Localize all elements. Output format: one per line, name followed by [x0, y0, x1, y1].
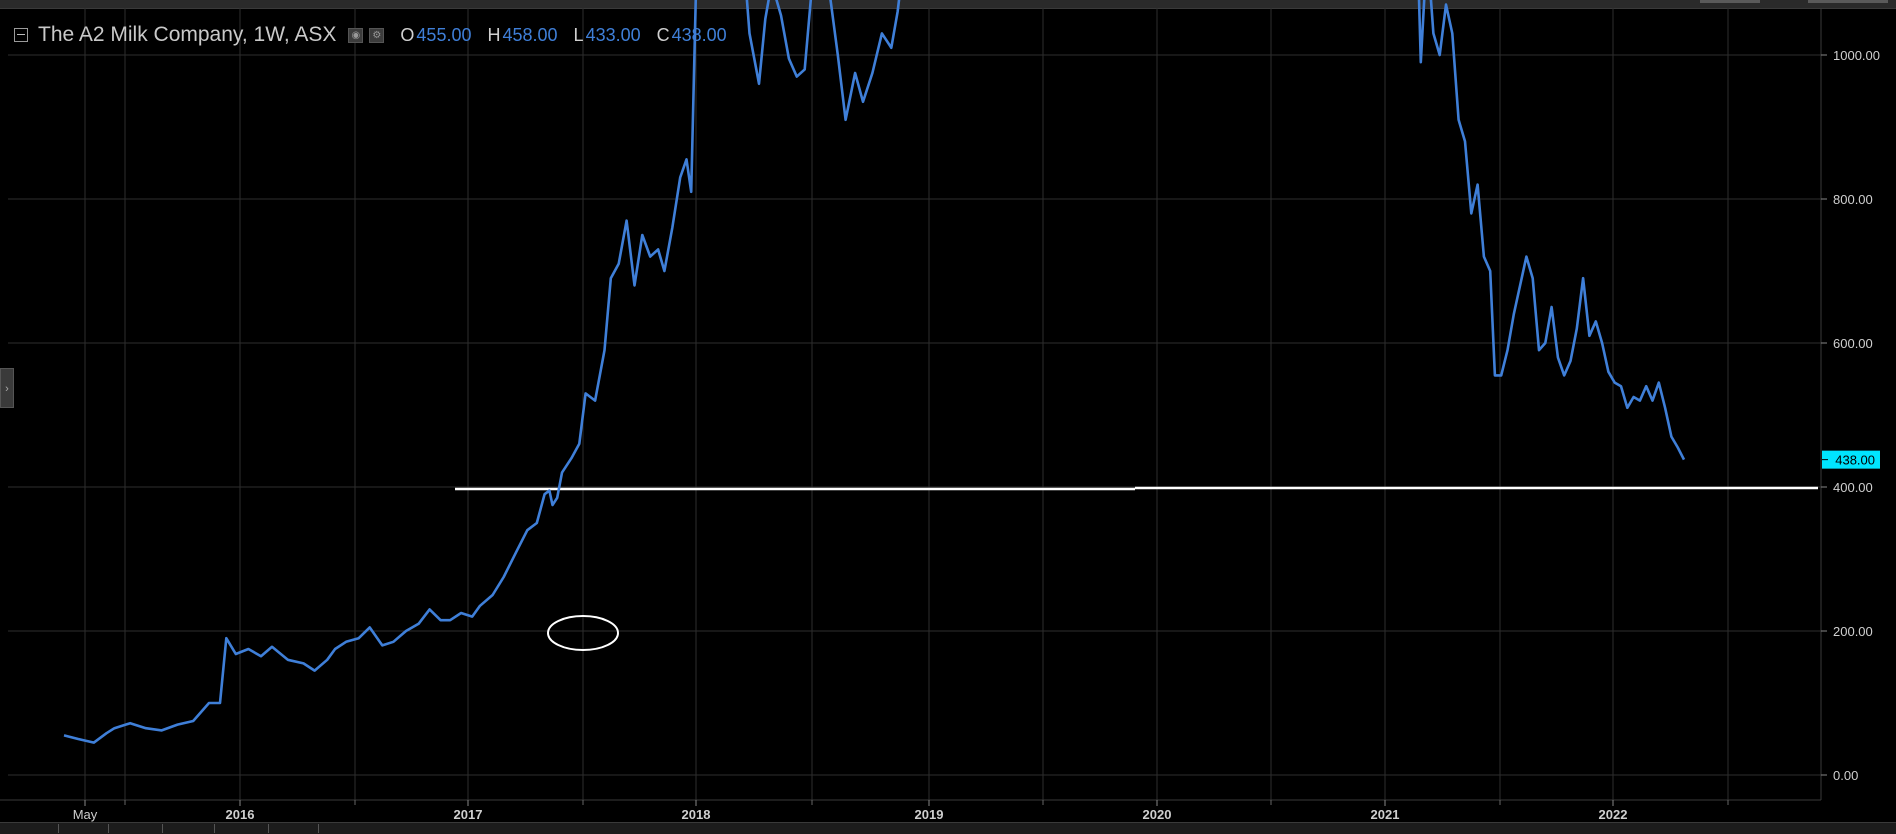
breakout-highlight-circle	[547, 615, 619, 651]
x-tick-label: 2022	[1599, 807, 1628, 822]
y-tick-label: 800.00	[1833, 192, 1873, 207]
price-axis: 0.00200.00400.00600.00800.001000.001200.…	[1821, 48, 1880, 783]
open-value: 455.00	[416, 24, 472, 45]
high-value: 458.00	[502, 24, 558, 45]
time-axis: May 2016 2017 2018 2019 2020 2021 2022	[73, 800, 1729, 822]
vertical-gridlines	[84, 8, 1729, 800]
x-tick-label: May	[73, 807, 98, 822]
eye-icon[interactable]: ◉	[348, 27, 364, 43]
gear-icon[interactable]: ⚙	[369, 27, 385, 43]
low-key: L	[573, 24, 584, 45]
x-tick-label: 2018	[682, 807, 711, 822]
bottom-scroll-strip[interactable]	[0, 822, 1896, 834]
y-tick-label: 600.00	[1833, 336, 1873, 351]
close-key: C	[656, 24, 670, 45]
bottom-strip-divider	[58, 824, 59, 833]
bottom-strip-divider	[108, 824, 109, 833]
side-panel-toggle[interactable]: ›	[0, 368, 14, 408]
bottom-strip-divider	[318, 824, 319, 833]
x-tick-label: 2021	[1371, 807, 1400, 822]
open-key: O	[400, 24, 415, 45]
y-tick-label: 1000.00	[1833, 48, 1880, 63]
close-value: 438.00	[671, 24, 727, 45]
bottom-strip-divider	[268, 824, 269, 833]
horizontal-gridlines	[8, 54, 1821, 776]
y-tick-label: 0.00	[1833, 768, 1858, 783]
symbol-title: The A2 Milk Company, 1W, ASX	[38, 23, 337, 46]
high-key: H	[487, 24, 501, 45]
x-tick-label: 2017	[454, 807, 483, 822]
last-price-label: 438.00	[1835, 453, 1875, 468]
last-price-tag	[1822, 450, 1880, 469]
x-tick-label: 2016	[226, 807, 255, 822]
x-tick-label: 2020	[1143, 807, 1172, 822]
x-tick-label: 2019	[915, 807, 944, 822]
y-tick-label: 200.00	[1833, 624, 1873, 639]
bottom-strip-divider	[214, 824, 215, 833]
toolbar-button[interactable]	[1700, 0, 1760, 3]
price-series-line	[63, 0, 1686, 744]
last-price-marker: 438.00	[1822, 450, 1880, 469]
bottom-strip-divider	[162, 824, 163, 833]
y-tick-label: 400.00	[1833, 480, 1873, 495]
chart-legend: The A2 Milk Company, 1W, ASX ◉ ⚙ O 455.0…	[14, 22, 727, 48]
toolbar-button[interactable]	[1808, 0, 1888, 3]
top-toolbar-strip	[0, 0, 1896, 9]
collapse-legend-button[interactable]	[14, 28, 28, 42]
low-value: 433.00	[585, 24, 641, 45]
